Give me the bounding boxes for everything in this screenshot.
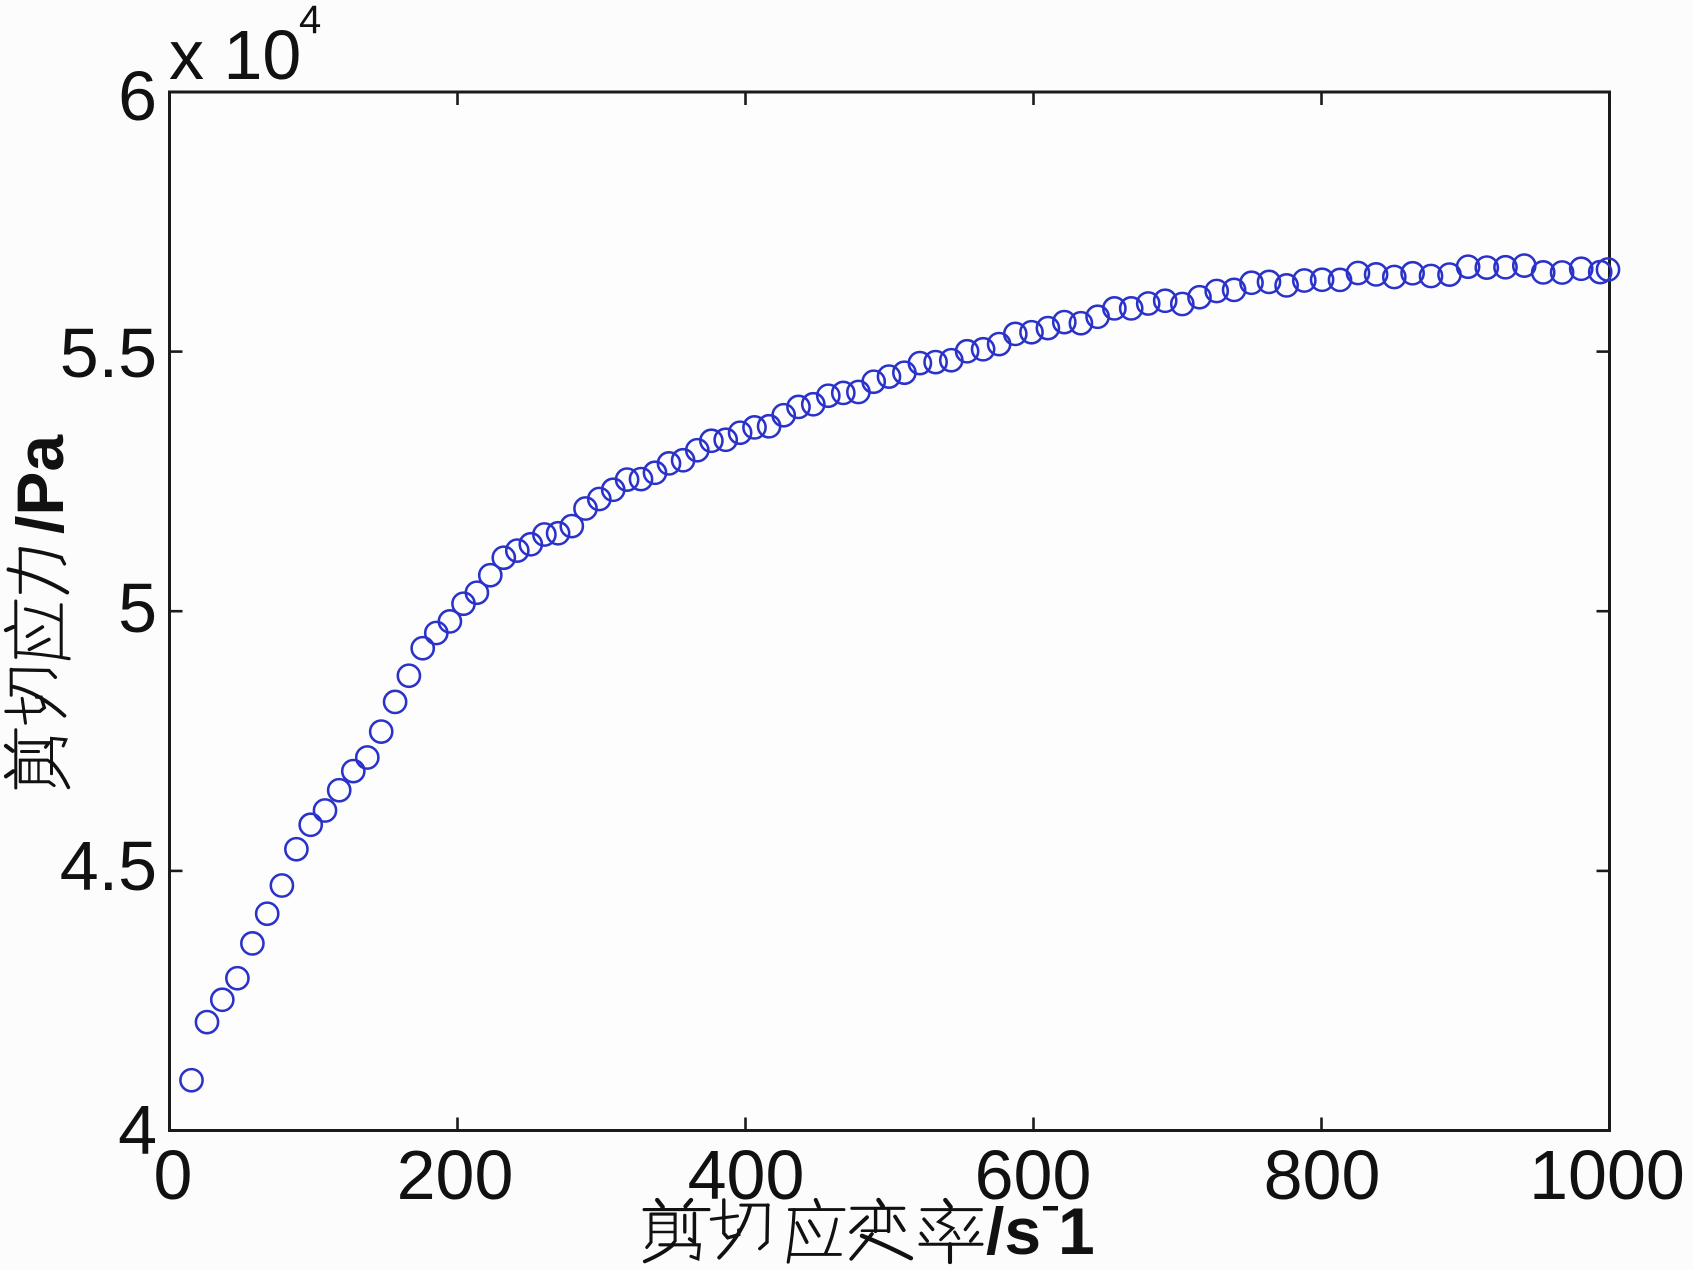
svg-text:1000: 1000 (1529, 1136, 1685, 1214)
svg-text:0: 0 (154, 1136, 193, 1214)
svg-text:6: 6 (118, 57, 157, 135)
svg-text:4: 4 (118, 1091, 157, 1169)
svg-text:4: 4 (299, 0, 321, 42)
svg-text:/s: /s (986, 1194, 1041, 1268)
svg-text:600: 600 (975, 1136, 1092, 1214)
svg-text:/Pa: /Pa (3, 434, 77, 534)
svg-text:1: 1 (1058, 1194, 1095, 1268)
svg-text:5: 5 (118, 569, 157, 647)
svg-text:800: 800 (1264, 1136, 1381, 1214)
svg-text:x 10: x 10 (169, 16, 301, 94)
svg-text:4.5: 4.5 (60, 827, 157, 905)
svg-text:200: 200 (397, 1136, 514, 1214)
svg-text:5.5: 5.5 (60, 314, 157, 392)
svg-text:400: 400 (688, 1136, 805, 1214)
